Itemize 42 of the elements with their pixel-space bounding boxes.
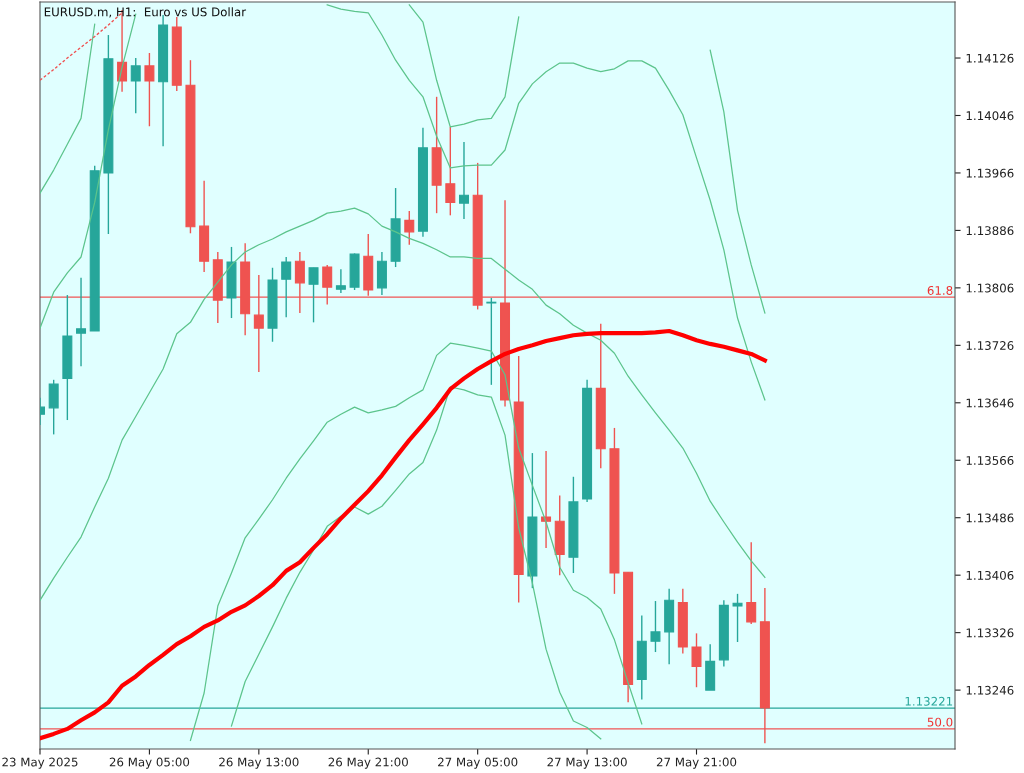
annotation: 61.8: [927, 285, 953, 295]
y-tick-label: 1.13726: [966, 341, 1014, 350]
y-tick-label: 1.13806: [966, 283, 1014, 293]
candlestick: [541, 450, 552, 549]
y-tick-label: 1.13566: [966, 455, 1014, 465]
x-tick-label: 26 May 05:00: [109, 757, 190, 769]
candlestick: [144, 52, 155, 127]
candlestick: [308, 267, 319, 324]
y-tick-label: 1.14046: [966, 111, 1014, 121]
y-tick-label: 1.13486: [966, 513, 1014, 523]
candlestick: [445, 126, 456, 217]
line-series: [189, 342, 643, 742]
candlestick: [458, 141, 469, 220]
candlestick: [404, 210, 415, 246]
x-tick-label: 27 May 05:00: [438, 757, 518, 769]
x-tick-label: 26 May 21:00: [328, 757, 408, 769]
candlestick: [281, 256, 292, 319]
candlestick: [335, 268, 346, 294]
annotation: 50.0: [927, 717, 953, 727]
candlestick: [691, 632, 702, 688]
y-tick-label: 1.13886: [966, 226, 1014, 236]
ref-line-label: 1.13221: [905, 696, 953, 706]
x-tick-label: 26 May 13:00: [219, 757, 299, 769]
candlestick: [650, 600, 661, 653]
y-tick-label: 1.14126: [966, 53, 1014, 63]
y-tick-label: 1.13246: [966, 685, 1014, 695]
line-series: [230, 386, 602, 740]
y-tick-label: 1.13646: [966, 398, 1014, 408]
y-tick-label: 1.13966: [966, 168, 1014, 178]
x-tick-label: 23 May 2025: [2, 757, 78, 769]
candlestick: [746, 541, 757, 625]
candlestick: [130, 57, 141, 115]
y-tick-label: 1.13406: [966, 570, 1014, 580]
x-tick-label: 27 May 21:00: [656, 757, 737, 769]
candlestick: [76, 277, 87, 367]
candlestick: [732, 593, 743, 643]
candlestick: [48, 379, 59, 436]
y-tick-label: 1.13326: [966, 628, 1014, 638]
x-tick-label: 27 May 13:00: [547, 757, 627, 769]
candlestick: [486, 297, 497, 386]
line-series: [40, 207, 766, 601]
line-series: [40, 328, 767, 741]
